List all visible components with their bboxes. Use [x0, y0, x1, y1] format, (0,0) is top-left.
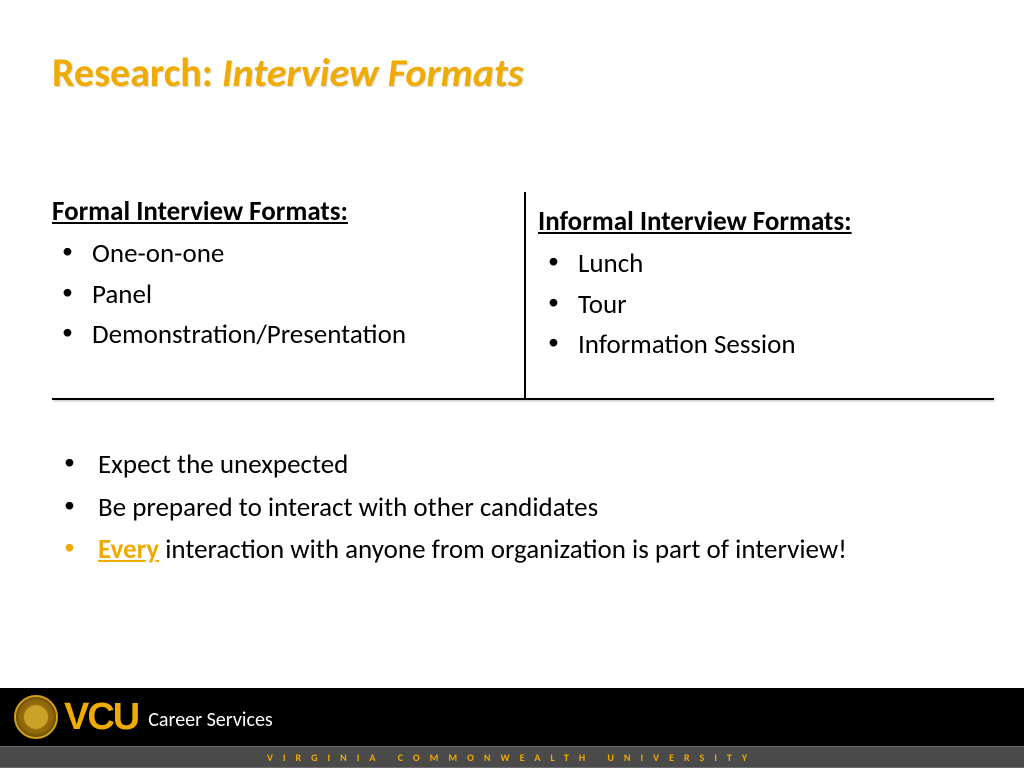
tip-item: Be prepared to interact with other candi…: [56, 488, 924, 529]
list-item: One-on-one: [58, 234, 478, 275]
list-item: Panel: [58, 275, 478, 316]
two-column-section: Formal Interview Formats: One-on-one Pan…: [52, 195, 984, 366]
formal-heading: Formal Interview Formats:: [52, 195, 478, 228]
list-item: Tour: [544, 285, 964, 326]
tips-section: Expect the unexpected Be prepared to int…: [56, 445, 924, 573]
accent-word: Every: [98, 533, 159, 566]
informal-column: Informal Interview Formats: Lunch Tour I…: [498, 195, 984, 366]
list-item: Lunch: [544, 244, 964, 285]
tips-list: Expect the unexpected Be prepared to int…: [56, 445, 924, 571]
footer-gray-bar: VIRGINIA COMMONWEALTH UNIVERSITY: [0, 746, 1024, 768]
tip-item: Expect the unexpected: [56, 445, 924, 486]
title-prefix: Research:: [52, 48, 213, 97]
vcu-logo: VCU: [64, 696, 138, 739]
university-full-name: VIRGINIA COMMONWEALTH UNIVERSITY: [267, 751, 757, 764]
formal-column: Formal Interview Formats: One-on-one Pan…: [52, 195, 498, 366]
formal-list: One-on-one Panel Demonstration/Presentat…: [52, 234, 478, 356]
list-item: Demonstration/Presentation: [58, 315, 478, 356]
department-name: Career Services: [148, 708, 273, 732]
university-seal-icon: [14, 695, 58, 739]
informal-list: Lunch Tour Information Session: [538, 244, 964, 366]
vertical-divider: [524, 192, 526, 400]
slide-footer: VCU Career Services VIRGINIA COMMONWEALT…: [0, 688, 1024, 768]
footer-black-bar: VCU Career Services: [0, 688, 1024, 746]
tip-rest: interaction with anyone from organizatio…: [159, 533, 847, 566]
informal-heading: Informal Interview Formats:: [538, 205, 964, 238]
list-item: Information Session: [544, 325, 964, 366]
horizontal-divider: [52, 398, 994, 400]
slide-title: Research: Interview Formats: [52, 48, 523, 97]
title-suffix: Interview Formats: [222, 48, 524, 97]
tip-item-accent: Every interaction with anyone from organ…: [56, 530, 924, 571]
